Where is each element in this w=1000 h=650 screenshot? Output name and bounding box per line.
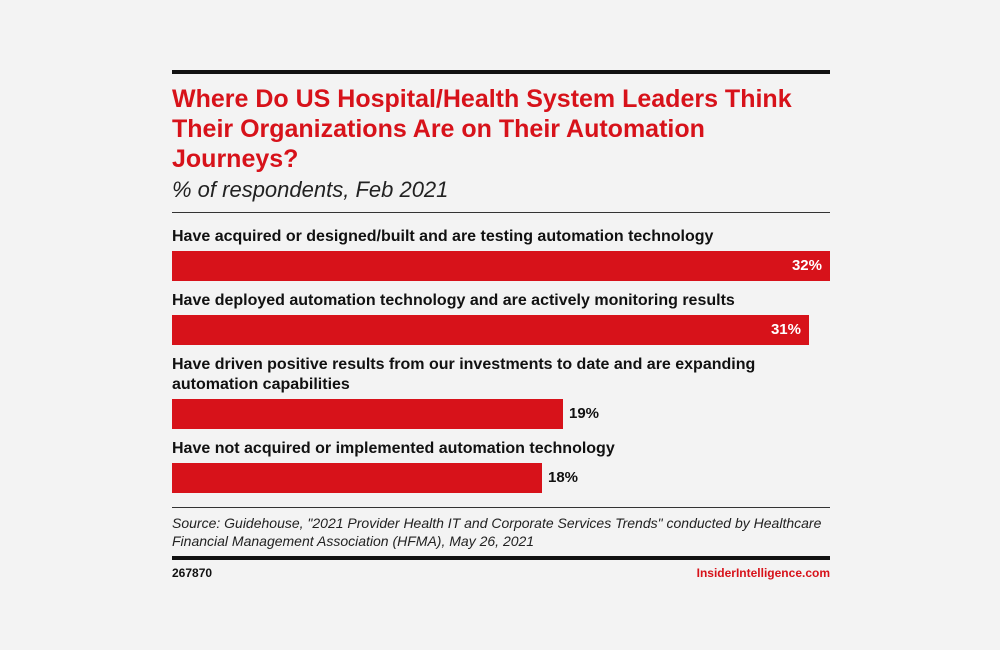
chart-subtitle: % of respondents, Feb 2021: [172, 177, 449, 202]
chart-title: Where Do US Hospital/Health System Leade…: [172, 85, 792, 173]
top-rule: [172, 70, 830, 74]
bar: [172, 463, 542, 493]
bar-track: 32%: [172, 251, 830, 281]
chart-card: Where Do US Hospital/Health System Leade…: [172, 70, 830, 580]
bar: [172, 399, 563, 429]
data-label: 19%: [569, 405, 600, 422]
bar-track: 31%: [172, 315, 830, 345]
bar-row: Have driven positive results from our in…: [172, 345, 830, 429]
header-divider: [172, 212, 830, 213]
chart-id: 267870: [172, 566, 213, 580]
data-label: 31%: [770, 321, 801, 338]
source-note: Source: Guidehouse, "2021 Provider Healt…: [172, 515, 822, 549]
brand-link[interactable]: InsiderIntelligence.com: [696, 566, 830, 580]
category-label: Have acquired or designed/built and are …: [172, 228, 714, 245]
footer-divider: [172, 507, 830, 508]
footer: 267870 InsiderIntelligence.com: [172, 560, 830, 580]
category-label: Have driven positive results from our in…: [172, 356, 756, 393]
data-label: 18%: [548, 469, 579, 486]
bottom-rule: [172, 556, 830, 560]
bar-track: 19%: [172, 399, 830, 429]
bar: [172, 251, 830, 281]
bar-row: Have acquired or designed/built and are …: [172, 217, 830, 281]
category-label: Have deployed automation technology and …: [172, 292, 735, 309]
bar-track: 18%: [172, 463, 830, 493]
bar-chart: Have acquired or designed/built and are …: [172, 217, 830, 493]
data-label: 32%: [791, 257, 822, 274]
bar: [172, 315, 809, 345]
category-label: Have not acquired or implemented automat…: [172, 440, 615, 457]
bar-row: Have not acquired or implemented automat…: [172, 429, 830, 493]
bar-row: Have deployed automation technology and …: [172, 281, 830, 345]
